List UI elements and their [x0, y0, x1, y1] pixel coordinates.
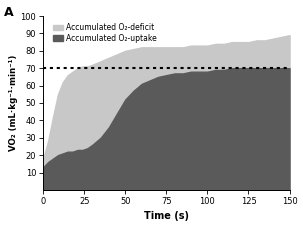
Text: A: A — [4, 6, 13, 19]
X-axis label: Time (s): Time (s) — [144, 211, 189, 222]
Y-axis label: VO₂ (mL·kg⁻¹·min⁻¹): VO₂ (mL·kg⁻¹·min⁻¹) — [9, 55, 18, 151]
Legend: Accumulated O₂-deficit, Accumulated O₂-uptake: Accumulated O₂-deficit, Accumulated O₂-u… — [52, 22, 158, 44]
